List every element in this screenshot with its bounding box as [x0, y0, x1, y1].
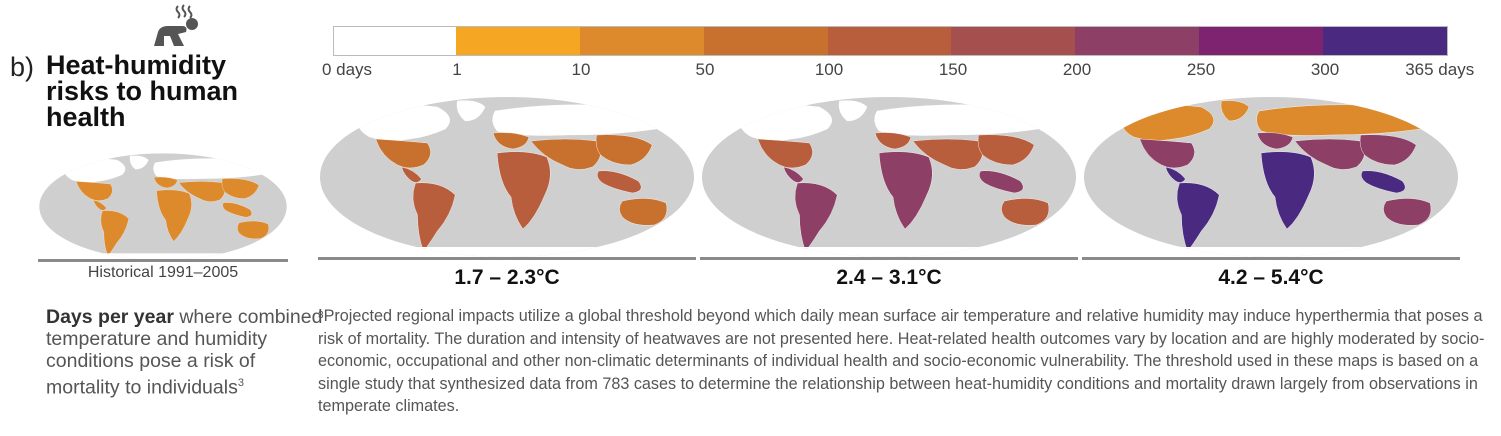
land-region [977, 134, 1035, 166]
legend-swatch-0 [334, 27, 456, 55]
scenario-label-3: 4.2 – 5.4°C [1218, 266, 1324, 289]
land-region [1256, 104, 1423, 136]
land-region [912, 138, 983, 170]
legend-tick-label: 50 [695, 60, 715, 79]
land-region [129, 155, 149, 170]
days-description-bold: Days per year [46, 306, 174, 328]
land-region [1139, 138, 1195, 169]
land-region [93, 199, 107, 211]
land-region [153, 176, 178, 189]
land-region [597, 170, 642, 194]
land-region [530, 138, 601, 170]
legend-swatch-6 [1075, 27, 1200, 55]
land-region [838, 100, 868, 122]
legend-tick-label: 200 [1062, 60, 1092, 79]
map-baseline [38, 259, 288, 262]
land-region [874, 132, 912, 150]
land-region [783, 166, 804, 183]
antarctica [319, 247, 695, 257]
land-region [757, 138, 813, 169]
map-baseline [700, 257, 1078, 260]
land-region [1361, 170, 1406, 194]
scenario-label-1: 1.7 – 2.3°C [454, 266, 560, 289]
map-baseline [318, 257, 696, 260]
land-region [221, 178, 260, 199]
legend-swatch-5 [951, 27, 1076, 55]
legend-tick-label: 250 [1186, 60, 1216, 79]
legend-tick-label: 300 [1310, 60, 1340, 79]
land-region [874, 104, 1041, 136]
antarctica [39, 253, 287, 260]
days-description: Days per year where combined temperature… [46, 306, 326, 399]
legend-colorbar [333, 26, 1448, 56]
legend-swatch-1 [455, 27, 580, 55]
footnote: 3Projected regional impacts utilize a gl… [318, 305, 1488, 418]
scenario-label-2: 2.4 – 3.1°C [836, 266, 942, 289]
legend-swatch-3 [703, 27, 828, 55]
legend-tick-label: 100 [814, 60, 844, 79]
land-region [1220, 100, 1250, 122]
map-scenario-2 [700, 95, 1078, 260]
land-region [492, 104, 659, 136]
land-region [1383, 198, 1432, 226]
land-region [222, 202, 252, 218]
land-region [979, 170, 1024, 194]
legend-tick-label: 365 days [1405, 60, 1475, 79]
land-region [619, 198, 668, 226]
map-baseline [1082, 257, 1460, 260]
land-region [595, 134, 653, 166]
land-region [237, 220, 269, 240]
days-description-sup: 3 [237, 377, 244, 389]
land-region [1260, 151, 1315, 230]
legend-tick-label: 0 days [321, 60, 373, 79]
legend-tick-label: 1 [452, 60, 462, 79]
land-region [401, 166, 422, 183]
footnote-text: Projected regional impacts utilize a glo… [318, 307, 1485, 416]
legend-swatch-7 [1199, 27, 1324, 55]
land-region [156, 189, 192, 242]
legend-swatch-8 [1323, 27, 1448, 55]
land-region [375, 138, 431, 169]
map-historical [38, 152, 288, 262]
land-region [178, 181, 226, 202]
map-scenario-3 [1082, 95, 1460, 260]
land-region [1165, 166, 1186, 183]
land-region [75, 181, 113, 201]
legend-swatch-2 [579, 27, 704, 55]
footnote-sup: 3 [318, 310, 324, 321]
land-region [1001, 198, 1050, 226]
historical-label: Historical 1991–2005 [87, 264, 239, 281]
map-scenario-1 [318, 95, 696, 260]
legend-swatch-4 [827, 27, 952, 55]
land-region [1176, 182, 1220, 252]
legend-tick-label: 10 [571, 60, 591, 79]
land-region [492, 132, 530, 150]
land-region [878, 151, 933, 230]
land-region [1256, 132, 1294, 150]
land-region [496, 151, 551, 230]
panel-letter: b) [10, 52, 35, 82]
antarctica [1083, 247, 1459, 257]
days-description-rest: where combined temperature and humidity … [46, 306, 323, 399]
antarctica [701, 247, 1077, 257]
land-region [412, 182, 456, 252]
person-sweating-icon [148, 2, 204, 50]
land-region [1294, 138, 1365, 170]
land-region [1359, 134, 1417, 166]
legend-tick-label: 150 [938, 60, 968, 79]
panel-title: Heat-humidity risks to human health [46, 50, 239, 132]
land-region [456, 100, 486, 122]
land-region [794, 182, 838, 252]
land-region [153, 158, 264, 180]
land-region [100, 210, 129, 257]
